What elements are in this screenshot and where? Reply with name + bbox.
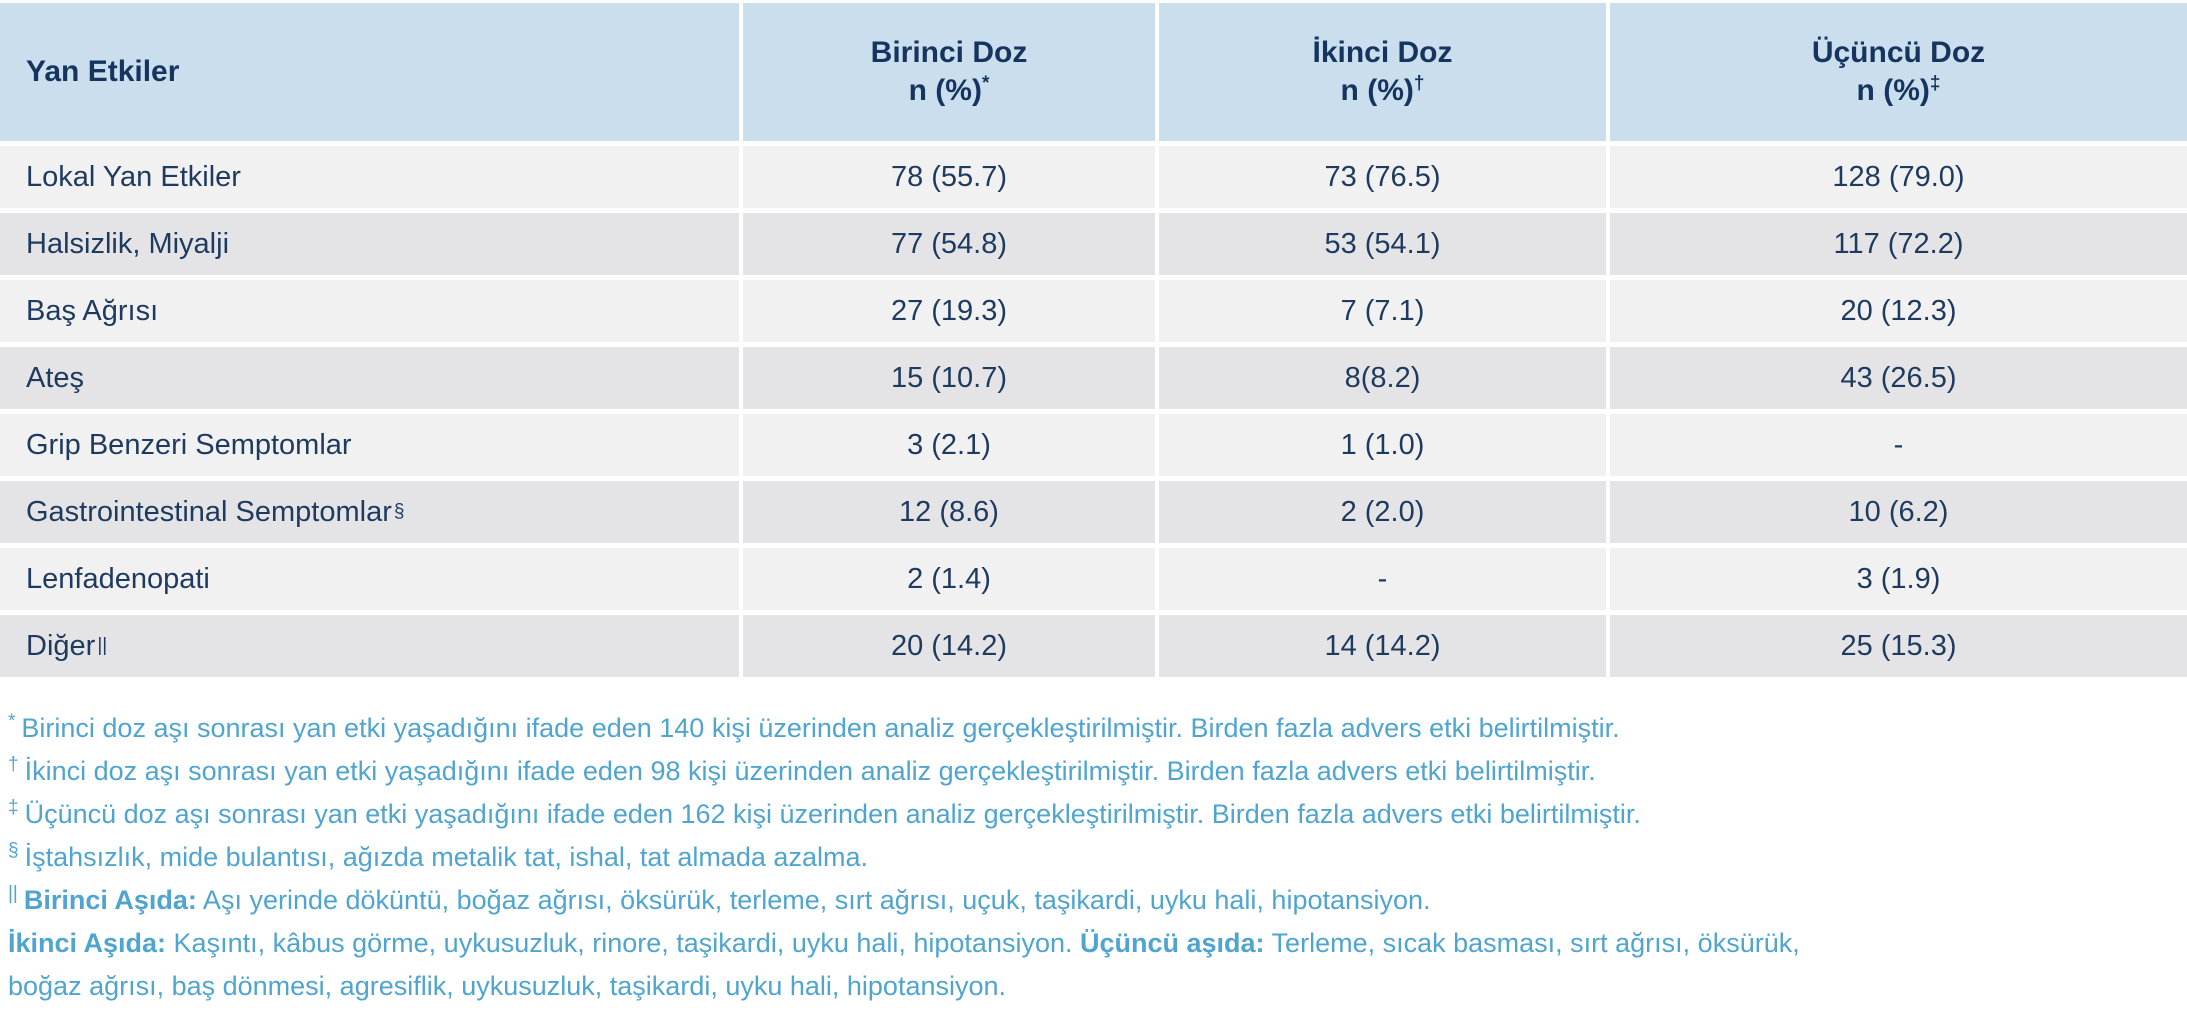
row-value: 15 (10.7) <box>743 347 1155 409</box>
column-header-label: Birinci Doz <box>870 36 1028 69</box>
footnote-marker: † <box>1413 73 1425 94</box>
footnote-marker: * <box>8 711 16 732</box>
footnote-line: İkinci Aşıda: Kaşıntı, kâbus görme, uyku… <box>8 928 1800 1001</box>
row-value: 3 (2.1) <box>743 414 1155 476</box>
row-value: 20 (14.2) <box>743 615 1155 677</box>
row-value: - <box>1610 414 2187 476</box>
row-value: 77 (54.8) <box>743 213 1155 275</box>
column-header-third-dose: Üçüncü Doz n (%)‡ <box>1610 3 2187 141</box>
column-header-label: İkinci Doz <box>1312 36 1453 69</box>
column-header-subtitle: n (%)‡ <box>1856 73 1941 107</box>
row-value: 12 (8.6) <box>743 481 1155 543</box>
footnote-line: ‡ Üçüncü doz aşı sonrası yan etki yaşadığ… <box>8 797 1641 829</box>
row-value: 43 (26.5) <box>1610 347 2187 409</box>
row-label: Baş Ağrısı <box>0 280 739 342</box>
column-header-label: Üçüncü Doz <box>1811 36 1986 69</box>
column-header-first-dose: Birinci Doz n (%)* <box>743 3 1155 141</box>
column-header-subtitle: n (%)† <box>1340 73 1425 107</box>
row-value: 10 (6.2) <box>1610 481 2187 543</box>
footnote-line: † İkinci doz aşı sonrası yan etki yaşadığ… <box>8 754 1596 786</box>
row-label: Gastrointestinal Semptomlar § <box>0 481 739 543</box>
row-label: Lokal Yan Etkiler <box>0 146 739 208</box>
row-value: 25 (15.3) <box>1610 615 2187 677</box>
row-value: 20 (12.3) <box>1610 280 2187 342</box>
row-label: Ateş <box>0 347 739 409</box>
row-value: 27 (19.3) <box>743 280 1155 342</box>
footnote-line: § İştahsızlık, mide bulantısı, ağızda met… <box>8 840 868 872</box>
row-value: 3 (1.9) <box>1610 548 2187 610</box>
row-value: 128 (79.0) <box>1610 146 2187 208</box>
column-header-label: Yan Etkiler <box>26 55 180 88</box>
row-label: Grip Benzeri Semptomlar <box>0 414 739 476</box>
adverse-effects-table: Yan Etkiler Birinci Doz n (%)* İkinci Do… <box>0 3 2187 677</box>
footnote-marker: ‡ <box>1929 73 1941 94</box>
footnote-marker: † <box>8 754 19 775</box>
row-value: 53 (54.1) <box>1159 213 1606 275</box>
footnote-marker: || <box>8 883 18 904</box>
footnote-marker: ‡ <box>8 797 19 818</box>
row-value: - <box>1159 548 1606 610</box>
row-value: 73 (76.5) <box>1159 146 1606 208</box>
row-value: 14 (14.2) <box>1159 615 1606 677</box>
column-header-subtitle: n (%)* <box>908 73 990 107</box>
footnote-line: || Birinci Aşıda: Aşı yerinde döküntü, bo… <box>8 883 1431 915</box>
column-header-second-dose: İkinci Doz n (%)† <box>1159 3 1606 141</box>
row-value: 117 (72.2) <box>1610 213 2187 275</box>
row-value: 2 (2.0) <box>1159 481 1606 543</box>
row-label: Halsizlik, Miyalji <box>0 213 739 275</box>
row-value: 7 (7.1) <box>1159 280 1606 342</box>
row-value: 2 (1.4) <box>743 548 1155 610</box>
footnotes: * Birinci doz aşı sonrası yan etki yaşadı… <box>0 707 2187 1008</box>
row-value: 78 (55.7) <box>743 146 1155 208</box>
row-value: 8(8.2) <box>1159 347 1606 409</box>
row-value: 1 (1.0) <box>1159 414 1606 476</box>
row-label: Diğer || <box>0 615 739 677</box>
footnote-marker: § <box>8 840 19 861</box>
footnote-line: * Birinci doz aşı sonrası yan etki yaşadı… <box>8 711 1620 743</box>
column-header-side-effects: Yan Etkiler <box>0 3 739 141</box>
footnote-marker: * <box>981 73 990 94</box>
row-label: Lenfadenopati <box>0 548 739 610</box>
